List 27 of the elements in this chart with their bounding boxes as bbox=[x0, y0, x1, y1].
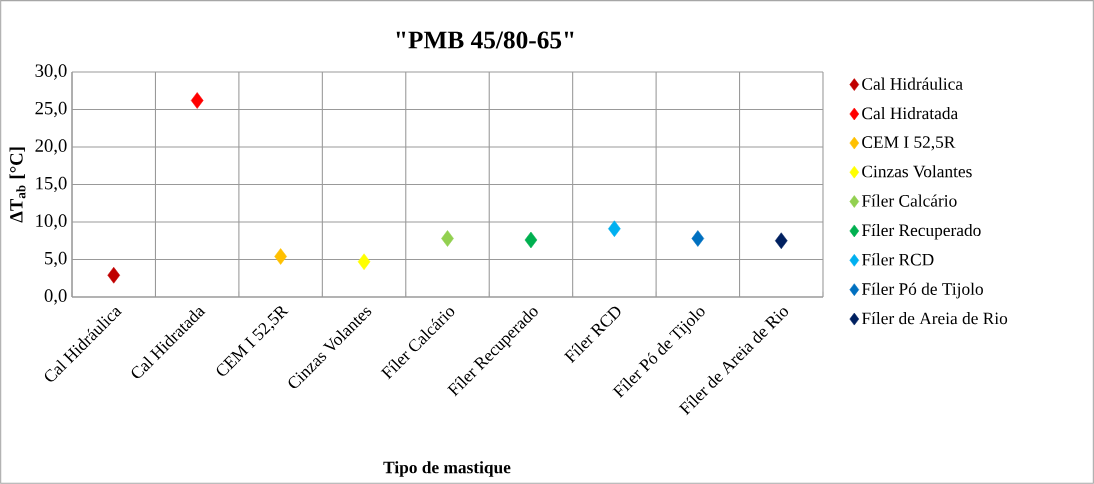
y-tick-label: 20,0 bbox=[35, 139, 67, 155]
y-axis-title: ΔT$_{ab}$ [°C] bbox=[9, 147, 26, 223]
point bbox=[608, 220, 621, 238]
y-tick-label: 15,0 bbox=[36, 176, 67, 193]
legend-label: Fíler Recuperado bbox=[861, 223, 981, 240]
legend-label: Cinzas Volantes bbox=[862, 165, 972, 178]
legend-label: CEM I 52,5R bbox=[862, 136, 956, 151]
legend-label: Fíler RCD bbox=[861, 253, 934, 266]
point bbox=[357, 253, 371, 271]
x-axis-title: Tipo de mastique bbox=[383, 461, 511, 477]
y-tick-label: 10,0 bbox=[36, 214, 67, 230]
chart-title: "PMB 45/80-65" bbox=[396, 31, 574, 49]
point bbox=[524, 231, 538, 249]
legend-label: Cal Hidráulica bbox=[862, 77, 963, 90]
point bbox=[190, 92, 204, 109]
point bbox=[274, 248, 287, 265]
y-tick-label: 0,0 bbox=[44, 289, 67, 305]
point bbox=[691, 230, 705, 247]
point bbox=[775, 232, 788, 250]
legend-label: Fíler Pó de Tijolo bbox=[861, 282, 983, 299]
point bbox=[107, 266, 121, 284]
legend-label: Fíler Calcário bbox=[861, 194, 957, 207]
y-tick-label: 5,0 bbox=[45, 251, 67, 268]
y-tick-label: 30,0 bbox=[35, 64, 67, 80]
point bbox=[441, 230, 454, 247]
legend-label: Cal Hidratada bbox=[862, 106, 958, 120]
y-tick-label: 25,0 bbox=[35, 101, 67, 118]
